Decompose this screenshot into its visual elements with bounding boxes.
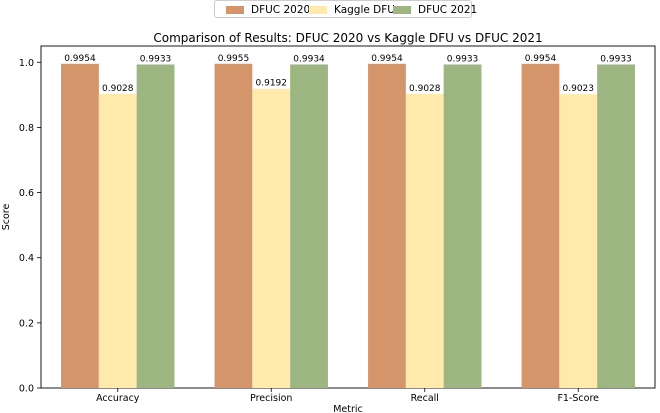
chart-title: Comparison of Results: DFUC 2020 vs Kagg… [153, 31, 542, 45]
legend-item-kaggle-dfu: Kaggle DFU [309, 2, 395, 17]
bar-value-label: 0.9192 [256, 79, 288, 89]
y-axis-label: Score [1, 204, 12, 231]
y-tick-label: 0.4 [19, 253, 34, 264]
bars [61, 63, 635, 389]
y-tick-label: 0.8 [19, 123, 34, 134]
bar [214, 63, 253, 388]
bar [61, 63, 99, 389]
bar-value-label: 0.9028 [409, 84, 441, 94]
bar-value-label: 0.9955 [218, 54, 250, 64]
bar [252, 88, 291, 389]
legend-label-dfuc-2021: DFUC 2021 [418, 3, 478, 16]
x-axis: Accuracy Precision Recall F1-Score [96, 388, 599, 404]
bar [98, 93, 137, 389]
bar-value-label: 0.9933 [140, 54, 172, 64]
legend-swatch-dfuc-2020 [226, 5, 244, 14]
bar [597, 64, 635, 388]
legend-swatch-kaggle-dfu [309, 5, 327, 14]
bar [368, 63, 406, 389]
legend-item-dfuc-2021: DFUC 2021 [393, 2, 477, 17]
bar-value-label: 0.9933 [600, 54, 632, 64]
bar-value-label: 0.9933 [447, 54, 479, 64]
bar [405, 93, 444, 389]
bar-value-label: 0.9028 [102, 84, 134, 94]
legend: DFUC 2020 Kaggle DFU DFUC 2021 [214, 0, 477, 18]
bar-value-label: 0.9954 [525, 54, 557, 64]
bar-labels: 0.9954 0.9028 0.9933 0.9955 0.9192 0.9934 0.99… [64, 54, 632, 94]
y-tick-label: 0.6 [19, 188, 34, 199]
legend-swatch-dfuc-2021 [393, 5, 411, 14]
bar [290, 64, 328, 388]
y-tick-label: 0.0 [19, 384, 34, 395]
x-tick-label: Accuracy [96, 393, 140, 404]
bar-value-label: 0.9023 [563, 84, 595, 94]
x-axis-label: Metric [333, 404, 363, 413]
bar-value-label: 0.9934 [293, 54, 325, 64]
x-tick-label: F1-Score [557, 393, 599, 404]
legend-item-dfuc-2020: DFUC 2020 [226, 2, 310, 17]
bar [443, 64, 482, 388]
bar [559, 94, 598, 388]
x-tick-label: Recall [411, 393, 439, 404]
y-tick-label: 0.2 [19, 318, 34, 329]
y-tick-label: 1.0 [19, 58, 34, 69]
legend-label-dfuc-2020: DFUC 2020 [251, 3, 311, 16]
bar [521, 63, 560, 389]
legend-label-kaggle-dfu: Kaggle DFU [334, 3, 395, 16]
x-tick-label: Precision [250, 393, 292, 404]
bar-value-label: 0.9954 [371, 54, 403, 64]
bar-value-label: 0.9954 [64, 54, 96, 64]
y-axis: 0.0 0.2 0.4 0.6 0.8 1.0 [19, 58, 41, 395]
bar [136, 64, 175, 388]
